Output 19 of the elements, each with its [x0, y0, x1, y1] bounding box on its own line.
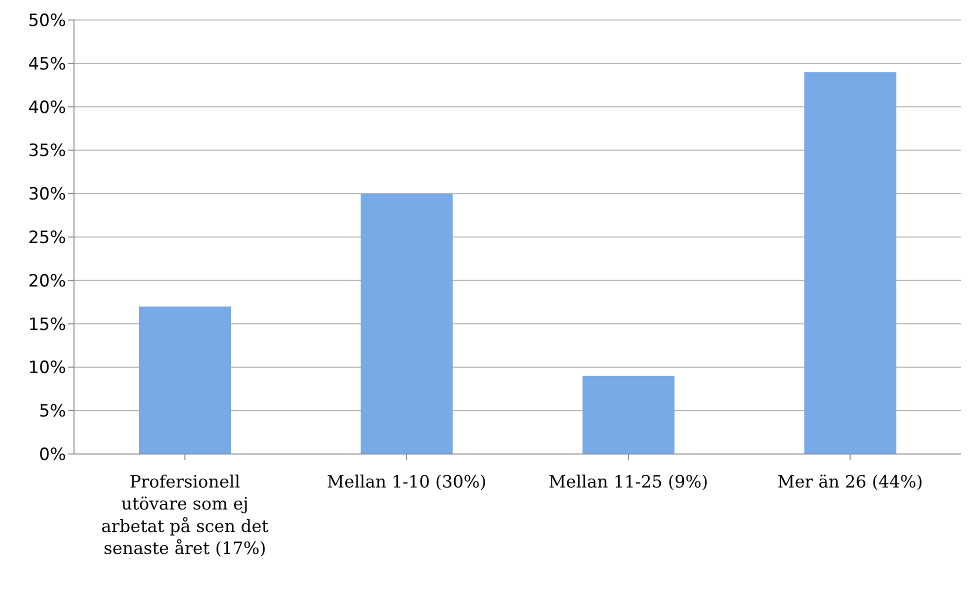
y-tick-label: 25% [28, 228, 66, 248]
y-tick-label: 20% [28, 271, 66, 292]
y-tick-label: 10% [28, 358, 66, 378]
x-tick-label: Profersionell utövare som ej arbetat på scen det senaste året (17%) [101, 472, 269, 559]
y-tick-label: 50% [28, 11, 66, 32]
bar [804, 72, 896, 454]
y-tick-label: 15% [28, 314, 66, 335]
x-tick-label: Mellan 11-25 (9%) [548, 472, 708, 493]
y-tick-label: 40% [28, 98, 66, 118]
y-tick-label: 5% [39, 402, 66, 422]
y-tick-label: 30% [28, 184, 66, 205]
bar [360, 194, 453, 454]
x-tick-label: Mer än 26 (44%) [777, 472, 923, 493]
y-tick-label: 0% [39, 445, 66, 466]
bar [582, 376, 674, 454]
bar [139, 306, 231, 454]
x-tick-label: Mellan 1-10 (30%) [326, 472, 486, 493]
y-tick-label: 35% [28, 141, 66, 162]
y-tick-label: 45% [28, 54, 66, 74]
